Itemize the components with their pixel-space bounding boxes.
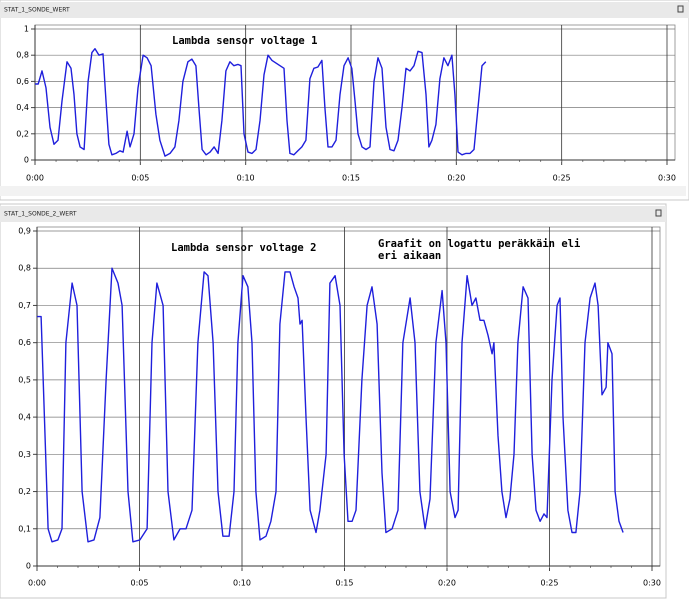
x-tick-label: 0:15 [342, 174, 360, 183]
pin-icon[interactable] [677, 5, 684, 13]
x-tick-label: 0:20 [438, 579, 456, 588]
plot-area [34, 24, 676, 161]
panel-1-header [0, 2, 689, 18]
x-tick-label: 0:30 [643, 579, 661, 588]
x-tick-label: 0:25 [553, 174, 571, 183]
x-tick-label: 0:10 [233, 579, 251, 588]
annotation: Lambda sensor voltage 2 [171, 242, 316, 254]
y-tick-label: 0,7 [18, 301, 31, 310]
y-tick-label: 0,8 [18, 264, 31, 273]
y-tick-label: 0,2 [16, 129, 29, 138]
annotation: Lambda sensor voltage 1 [172, 35, 317, 47]
y-tick-label: 0,5 [18, 375, 31, 384]
y-tick-label: 0,4 [16, 103, 29, 112]
panel-title: STAT_1_SONDE_WERT [4, 7, 70, 14]
x-tick-label: 0:15 [336, 579, 354, 588]
panel-title: STAT_1_SONDE_2_WERT [4, 211, 77, 218]
x-tick-label: 0:20 [447, 174, 465, 183]
x-tick-label: 0:25 [541, 579, 559, 588]
y-tick-label: 0,6 [18, 338, 31, 347]
y-tick-label: 0,8 [16, 51, 29, 60]
x-tick-label: 0:30 [658, 174, 676, 183]
plot-area [36, 226, 661, 567]
y-tick-label: 0 [24, 156, 29, 165]
x-tick-label: 0:00 [26, 174, 44, 183]
x-tick-label: 0:05 [131, 579, 149, 588]
annotation: Graafit on logattu peräkkäin eli [378, 238, 580, 250]
x-tick-label: 0:10 [237, 174, 255, 183]
y-tick-label: 0 [26, 562, 31, 571]
y-tick-label: 0,1 [18, 524, 31, 533]
y-tick-label: 0,6 [16, 77, 29, 86]
panel-2-header [0, 206, 666, 222]
pin-icon[interactable] [655, 209, 662, 217]
y-tick-label: 0,3 [18, 450, 31, 459]
data-line [37, 267, 624, 543]
y-tick-label: 1 [24, 25, 29, 34]
x-tick-label: 0:00 [28, 579, 46, 588]
y-tick-label: 0,9 [18, 227, 31, 236]
y-tick-label: 0,4 [18, 413, 31, 422]
x-tick-label: 0:05 [131, 174, 149, 183]
scrollbar[interactable] [0, 186, 686, 196]
data-line [35, 48, 487, 157]
y-tick-label: 0,2 [18, 487, 31, 496]
annotation: eri aikaan [378, 250, 441, 262]
